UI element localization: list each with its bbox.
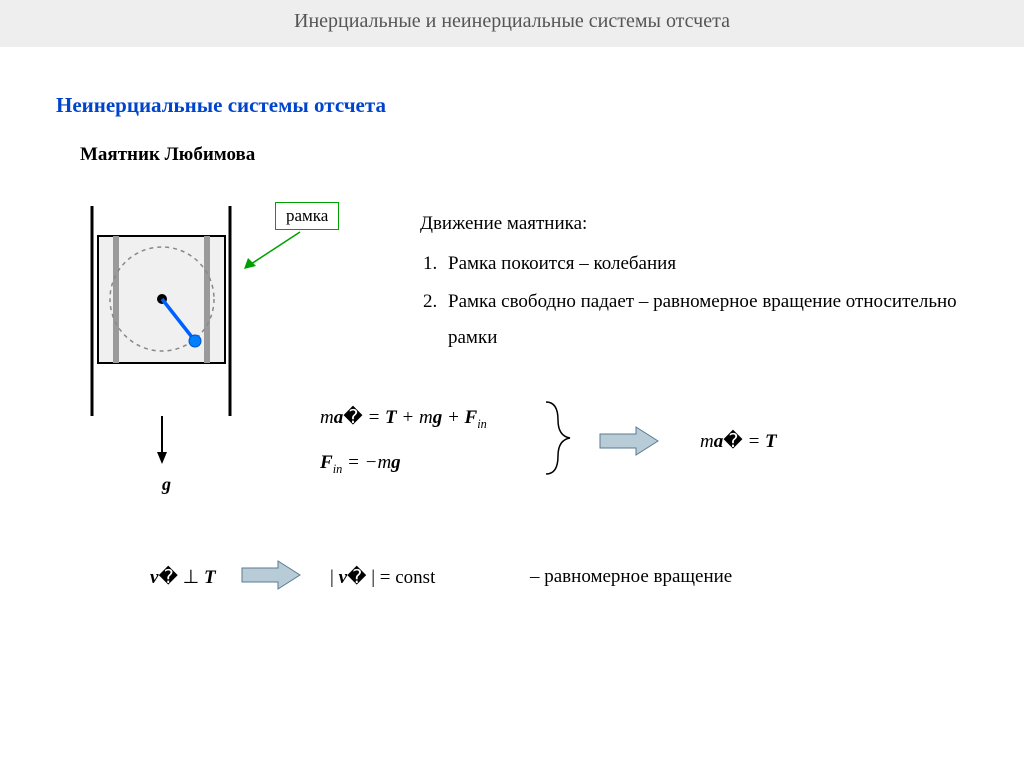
desc-lead: Движение маятника: <box>420 206 980 242</box>
section-subhead: Маятник Любимова <box>80 144 1024 166</box>
arrow-right-2 <box>238 558 308 592</box>
label-arrow-svg <box>240 226 320 276</box>
arrow-right-1 <box>596 424 666 458</box>
desc-list: Рамка покоится – колебания Рамка свободн… <box>442 246 980 356</box>
equation-5: | v� | = const <box>330 566 435 589</box>
section-title: Неинерциальные системы отсчета <box>56 93 1024 118</box>
equation-3: ma� = T <box>700 430 777 453</box>
equation-1: ma� = T + mg + Fin <box>320 406 487 432</box>
pendulum-diagram: g <box>80 206 280 486</box>
header-title: Инерциальные и неинерциальные системы от… <box>294 10 730 32</box>
g-label: g <box>162 474 171 495</box>
description-block: Движение маятника: Рамка покоится – коле… <box>420 206 980 358</box>
equation-4: v� ⊥ T <box>150 566 216 589</box>
equation-note: – равномерное вращение <box>530 566 732 588</box>
equation-2: Fin = −mg <box>320 452 401 477</box>
content-area: g рамка Движение маятника: Рамка покоитс… <box>0 186 1024 686</box>
desc-item-1: Рамка покоится – колебания <box>442 246 980 282</box>
page-header: Инерциальные и неинерциальные системы от… <box>0 0 1024 47</box>
frame-label-box: рамка <box>275 202 339 230</box>
curly-brace <box>540 398 580 478</box>
desc-item-2: Рамка свободно падает – равномерное вращ… <box>442 284 980 356</box>
frame-label-text: рамка <box>286 206 328 225</box>
